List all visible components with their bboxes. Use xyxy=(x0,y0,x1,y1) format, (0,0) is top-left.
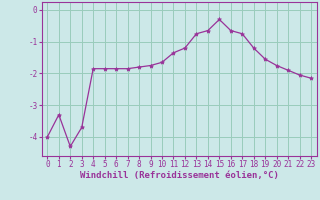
X-axis label: Windchill (Refroidissement éolien,°C): Windchill (Refroidissement éolien,°C) xyxy=(80,171,279,180)
